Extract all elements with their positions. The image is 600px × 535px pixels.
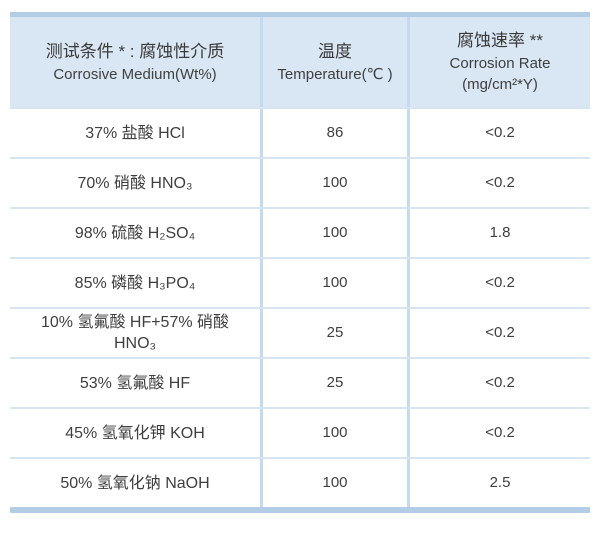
medium-label: 85% 磷酸 H₃PO₄ (74, 274, 196, 292)
cell-medium: 98% 硫酸 H₂SO₄ (10, 209, 260, 257)
table-row: 98% 硫酸 H₂SO₄ 100 1.8 (10, 207, 590, 257)
rate-value: 2.5 (489, 474, 511, 491)
rate-value: <0.2 (485, 274, 515, 291)
table-row: 85% 磷酸 H₃PO₄ 100 <0.2 (10, 257, 590, 307)
cell-temperature: 100 (260, 259, 407, 307)
header-medium-title-zh: 测试条件 * : 腐蚀性介质 (45, 41, 225, 61)
cell-rate: <0.2 (407, 359, 590, 407)
table-header-row: 测试条件 * : 腐蚀性介质 Corrosive Medium(Wt%) 温度 … (10, 17, 590, 107)
medium-label: 10% 氢氟酸 HF+57% 硝酸 HNO₃ (40, 314, 230, 352)
table-row: 45% 氢氧化钾 KOH 100 <0.2 (10, 407, 590, 457)
cell-medium: 45% 氢氧化钾 KOH (10, 409, 260, 457)
header-cell-rate: 腐蚀速率 ** Corrosion Rate (mg/cm²*Y) (407, 17, 590, 107)
cell-rate: <0.2 (407, 309, 590, 357)
temperature-value: 25 (326, 374, 344, 391)
temperature-value: 100 (322, 174, 348, 191)
cell-rate: 2.5 (407, 459, 590, 507)
cell-temperature: 25 (260, 309, 407, 357)
header-temperature-title-zh: 温度 (318, 41, 352, 61)
medium-label: 53% 氢氟酸 HF (79, 374, 191, 392)
cell-rate: <0.2 (407, 259, 590, 307)
rate-value: <0.2 (485, 374, 515, 391)
temperature-value: 100 (322, 224, 348, 241)
header-cell-temperature: 温度 Temperature(℃ ) (260, 17, 407, 107)
header-rate-title-zh: 腐蚀速率 ** (457, 31, 543, 50)
medium-label: 45% 氢氧化钾 KOH (65, 424, 205, 442)
corrosion-resistance-table: 测试条件 * : 腐蚀性介质 Corrosive Medium(Wt%) 温度 … (10, 12, 590, 513)
cell-rate: <0.2 (407, 409, 590, 457)
cell-medium: 85% 磷酸 H₃PO₄ (10, 259, 260, 307)
header-medium-title-en: Corrosive Medium(Wt%) (53, 65, 217, 83)
rate-value: <0.2 (485, 324, 515, 341)
rate-value: <0.2 (485, 124, 515, 141)
temperature-value: 25 (326, 324, 344, 341)
cell-rate: 1.8 (407, 209, 590, 257)
cell-medium: 70% 硝酸 HNO₃ (10, 159, 260, 207)
table-row: 53% 氢氟酸 HF 25 <0.2 (10, 357, 590, 407)
medium-label: 50% 氢氧化钠 NaOH (60, 474, 210, 492)
cell-temperature: 100 (260, 459, 407, 507)
cell-medium: 53% 氢氟酸 HF (10, 359, 260, 407)
cell-temperature: 100 (260, 409, 407, 457)
table-row: 10% 氢氟酸 HF+57% 硝酸 HNO₃ 25 <0.2 (10, 307, 590, 357)
cell-rate: <0.2 (407, 109, 590, 157)
cell-medium: 50% 氢氧化钠 NaOH (10, 459, 260, 507)
cell-temperature: 100 (260, 159, 407, 207)
table-row: 50% 氢氧化钠 NaOH 100 2.5 (10, 457, 590, 507)
table-row: 70% 硝酸 HNO₃ 100 <0.2 (10, 157, 590, 207)
temperature-value: 86 (326, 124, 344, 141)
table-row: 37% 盐酸 HCl 86 <0.2 (10, 107, 590, 157)
cell-temperature: 86 (260, 109, 407, 157)
header-rate-title-en: Corrosion Rate (449, 55, 551, 72)
header-temperature-title-en: Temperature(℃ ) (277, 65, 393, 83)
cell-temperature: 100 (260, 209, 407, 257)
rate-value: <0.2 (485, 424, 515, 441)
rate-value: 1.8 (489, 224, 511, 241)
medium-label: 70% 硝酸 HNO₃ (77, 174, 193, 192)
cell-temperature: 25 (260, 359, 407, 407)
medium-label: 98% 硫酸 H₂SO₄ (74, 224, 196, 242)
rate-value: <0.2 (485, 174, 515, 191)
temperature-value: 100 (322, 474, 348, 491)
header-rate-unit: (mg/cm²*Y) (462, 76, 538, 93)
cell-medium: 10% 氢氟酸 HF+57% 硝酸 HNO₃ (10, 309, 260, 357)
temperature-value: 100 (322, 274, 348, 291)
temperature-value: 100 (322, 424, 348, 441)
header-cell-medium: 测试条件 * : 腐蚀性介质 Corrosive Medium(Wt%) (10, 17, 260, 107)
cell-rate: <0.2 (407, 159, 590, 207)
cell-medium: 37% 盐酸 HCl (10, 109, 260, 157)
medium-label: 37% 盐酸 HCl (85, 124, 185, 142)
